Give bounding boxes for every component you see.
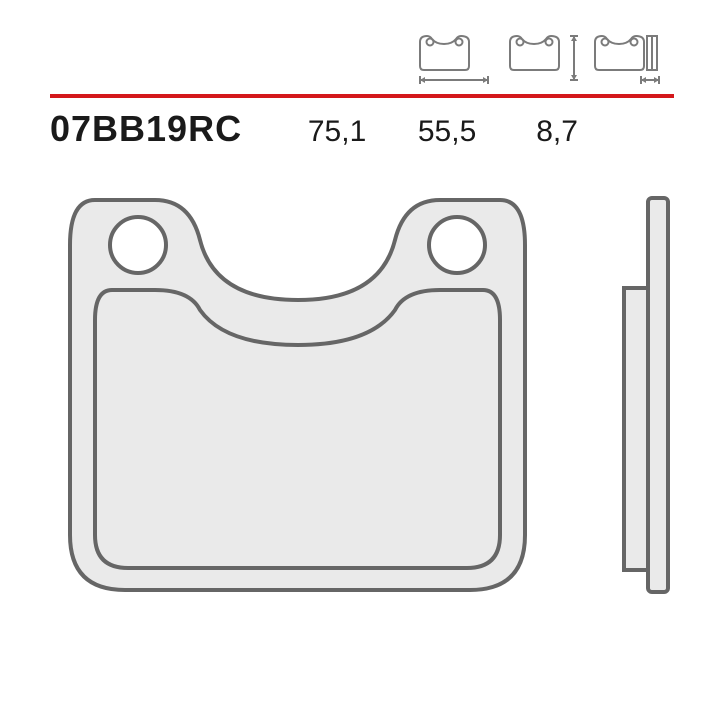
thickness-icon	[589, 30, 664, 90]
dim-height: 55,5	[412, 115, 482, 149]
dimension-icons-row	[50, 30, 674, 90]
accent-divider	[50, 94, 674, 98]
dim-width: 75,1	[302, 115, 372, 149]
dimensions: 75,1 55,5 8,7	[302, 115, 592, 149]
width-icon	[414, 30, 494, 90]
info-row: 07BB19RC 75,1 55,5 8,7	[50, 108, 674, 150]
part-number: 07BB19RC	[50, 108, 242, 150]
product-diagram: 07BB19RC 75,1 55,5 8,7	[0, 0, 724, 724]
dim-thickness: 8,7	[522, 115, 592, 149]
height-icon	[504, 30, 579, 90]
technical-drawing	[60, 190, 680, 620]
